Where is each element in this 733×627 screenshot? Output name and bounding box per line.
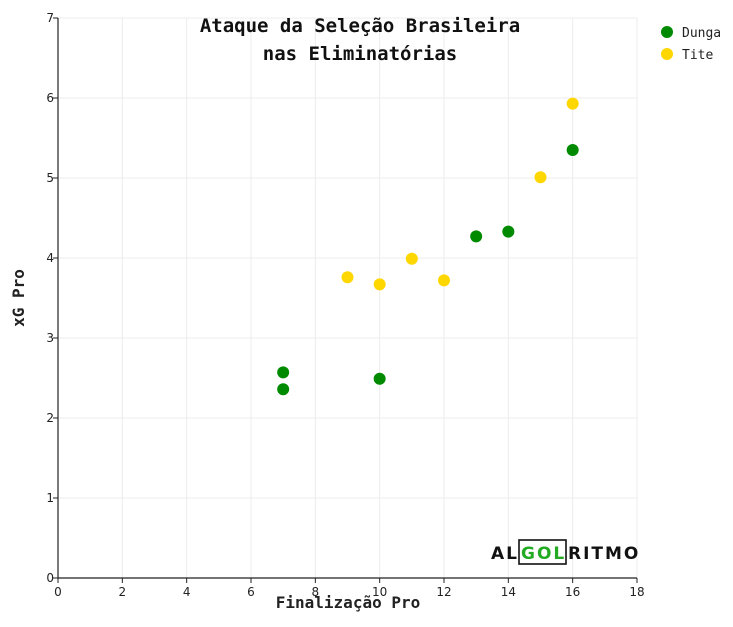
data-point [566, 97, 579, 110]
chart-title-line-2: nas Eliminatórias [263, 43, 457, 65]
y-tick-label: 0 [46, 571, 54, 585]
series-dunga [277, 144, 579, 396]
logo-text-ritmo: RITMO [568, 544, 640, 564]
x-tick-label: 18 [629, 585, 644, 599]
grid-lines [58, 17, 638, 578]
legend-marker [661, 48, 673, 60]
y-tick-label: 1 [46, 491, 54, 505]
legend-marker [661, 26, 673, 38]
y-tick-label: 6 [46, 91, 54, 105]
x-tick-label: 2 [119, 585, 127, 599]
data-points [277, 97, 579, 396]
data-point [405, 252, 418, 265]
y-tick-label: 3 [46, 331, 54, 345]
data-point [373, 372, 386, 385]
logo-text-gol: GOL [521, 544, 566, 564]
y-axis-label: xG Pro [9, 269, 28, 327]
legend-label: Dunga [682, 26, 721, 41]
x-tick-label: 8 [312, 585, 320, 599]
x-tick-label: 10 [372, 585, 387, 599]
data-point [502, 225, 515, 238]
data-point [373, 278, 386, 291]
data-point [470, 230, 483, 243]
axes [57, 18, 637, 579]
x-tick-label: 4 [183, 585, 191, 599]
y-tick-labels: 0 1 2 3 4 5 6 7 [46, 11, 58, 585]
x-tick-label: 12 [436, 585, 451, 599]
x-tick-label: 6 [247, 585, 255, 599]
data-point [438, 274, 450, 287]
data-point [277, 383, 290, 396]
y-tick-label: 5 [46, 171, 54, 185]
x-tick-label: 14 [501, 585, 516, 599]
series-tite [341, 97, 579, 291]
y-tick-label: 7 [46, 11, 54, 25]
y-tick-label: 4 [46, 251, 54, 265]
data-point [566, 144, 579, 156]
logo-text-al: AL [491, 544, 519, 564]
data-point [534, 171, 547, 184]
data-point [341, 271, 354, 284]
y-tick-label: 2 [46, 411, 54, 425]
data-point [277, 366, 290, 379]
chart-title-line-1: Ataque da Seleção Brasileira [200, 15, 520, 37]
x-tick-label: 16 [565, 585, 580, 599]
legend: Dunga Tite [661, 26, 721, 63]
x-tick-label: 0 [54, 585, 62, 599]
algoritmo-logo: AL GOL RITMO [491, 539, 640, 565]
logo-box [518, 539, 567, 565]
x-tick-labels: 0 2 4 6 8 10 12 14 16 18 [54, 578, 645, 599]
x-axis-label: Finalização Pro [276, 593, 421, 612]
legend-label: Tite [682, 48, 713, 63]
